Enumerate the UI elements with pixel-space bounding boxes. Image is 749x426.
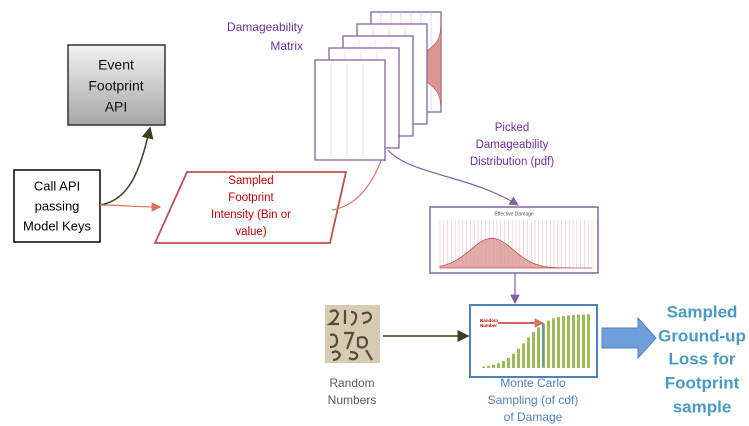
- random-label: Numbers: [328, 393, 377, 407]
- cdf-bar: [537, 327, 540, 368]
- pdf-curve: [439, 237, 593, 269]
- matrix-stack: [314, 11, 442, 161]
- monte-carlo-label: of Damage: [504, 410, 563, 424]
- cdf-bar: [492, 364, 495, 368]
- intensity-label: Sampled: [228, 175, 273, 187]
- cdf-bar: [482, 366, 485, 368]
- cdf-bar: [507, 357, 510, 368]
- cdf-bar: [527, 337, 530, 368]
- cdf-bar: [552, 318, 555, 368]
- output-label: Sampled: [667, 302, 738, 321]
- api-label: Event: [98, 57, 134, 73]
- cdf-bar: [582, 314, 585, 368]
- cdf-bar: [497, 363, 500, 368]
- call-label: Call API: [34, 178, 80, 193]
- cdf-bar: [557, 317, 560, 368]
- output-label: Ground-up: [658, 326, 746, 345]
- cdf-bar: [587, 314, 590, 368]
- monte-carlo-label: Monte Carlo: [500, 376, 566, 390]
- cdf-bar: [517, 348, 520, 368]
- cdf-annotation: Number: [480, 323, 497, 328]
- matrix-label: Damageability: [227, 20, 303, 34]
- cdf-bar: [512, 353, 515, 368]
- pdf-label: Damageability: [476, 139, 549, 151]
- pdf-title: Effective Damage: [494, 211, 534, 217]
- cdf-bar: [562, 316, 565, 368]
- intensity-label: Footprint: [228, 192, 274, 204]
- output-label: Footprint: [665, 373, 740, 392]
- intensity-shape: [153, 171, 348, 244]
- arrow: [387, 149, 520, 206]
- cdf-bar: [572, 314, 575, 368]
- random-label: Random: [329, 376, 374, 390]
- cdf-bar: [522, 343, 525, 368]
- monte-carlo-label: Sampling (of cdf): [488, 393, 579, 407]
- call-box: [13, 169, 101, 243]
- matrix-sheet: [314, 59, 386, 161]
- output-arrow: [601, 316, 657, 360]
- intensity-label: Intensity (Bin or: [211, 209, 291, 221]
- api-label: API: [105, 99, 128, 115]
- random-icon: [326, 309, 373, 362]
- cdf-bar: [532, 332, 535, 368]
- call-label: Model Keys: [23, 218, 91, 233]
- api-label: Footprint: [88, 78, 143, 94]
- cdf-bar: [487, 365, 490, 368]
- cdf-bar: [567, 315, 570, 368]
- output-label: sample: [673, 397, 732, 416]
- cdf-annotation: Random: [480, 318, 498, 323]
- call-label: passing: [35, 198, 80, 213]
- arrow: [99, 202, 162, 212]
- cdf-bar: [577, 314, 580, 368]
- arrow: [99, 126, 154, 206]
- cdf-bar: [502, 360, 505, 368]
- matrix-label: Matrix: [270, 39, 303, 53]
- intensity-label: value): [235, 226, 266, 238]
- cdf-bars: [482, 314, 590, 368]
- api-box: [67, 44, 166, 126]
- cdf-bar: [547, 320, 550, 368]
- pdf-label: Picked: [495, 122, 530, 134]
- pdf-label: Distribution (pdf): [470, 156, 555, 168]
- output-label: Loss for: [668, 349, 735, 368]
